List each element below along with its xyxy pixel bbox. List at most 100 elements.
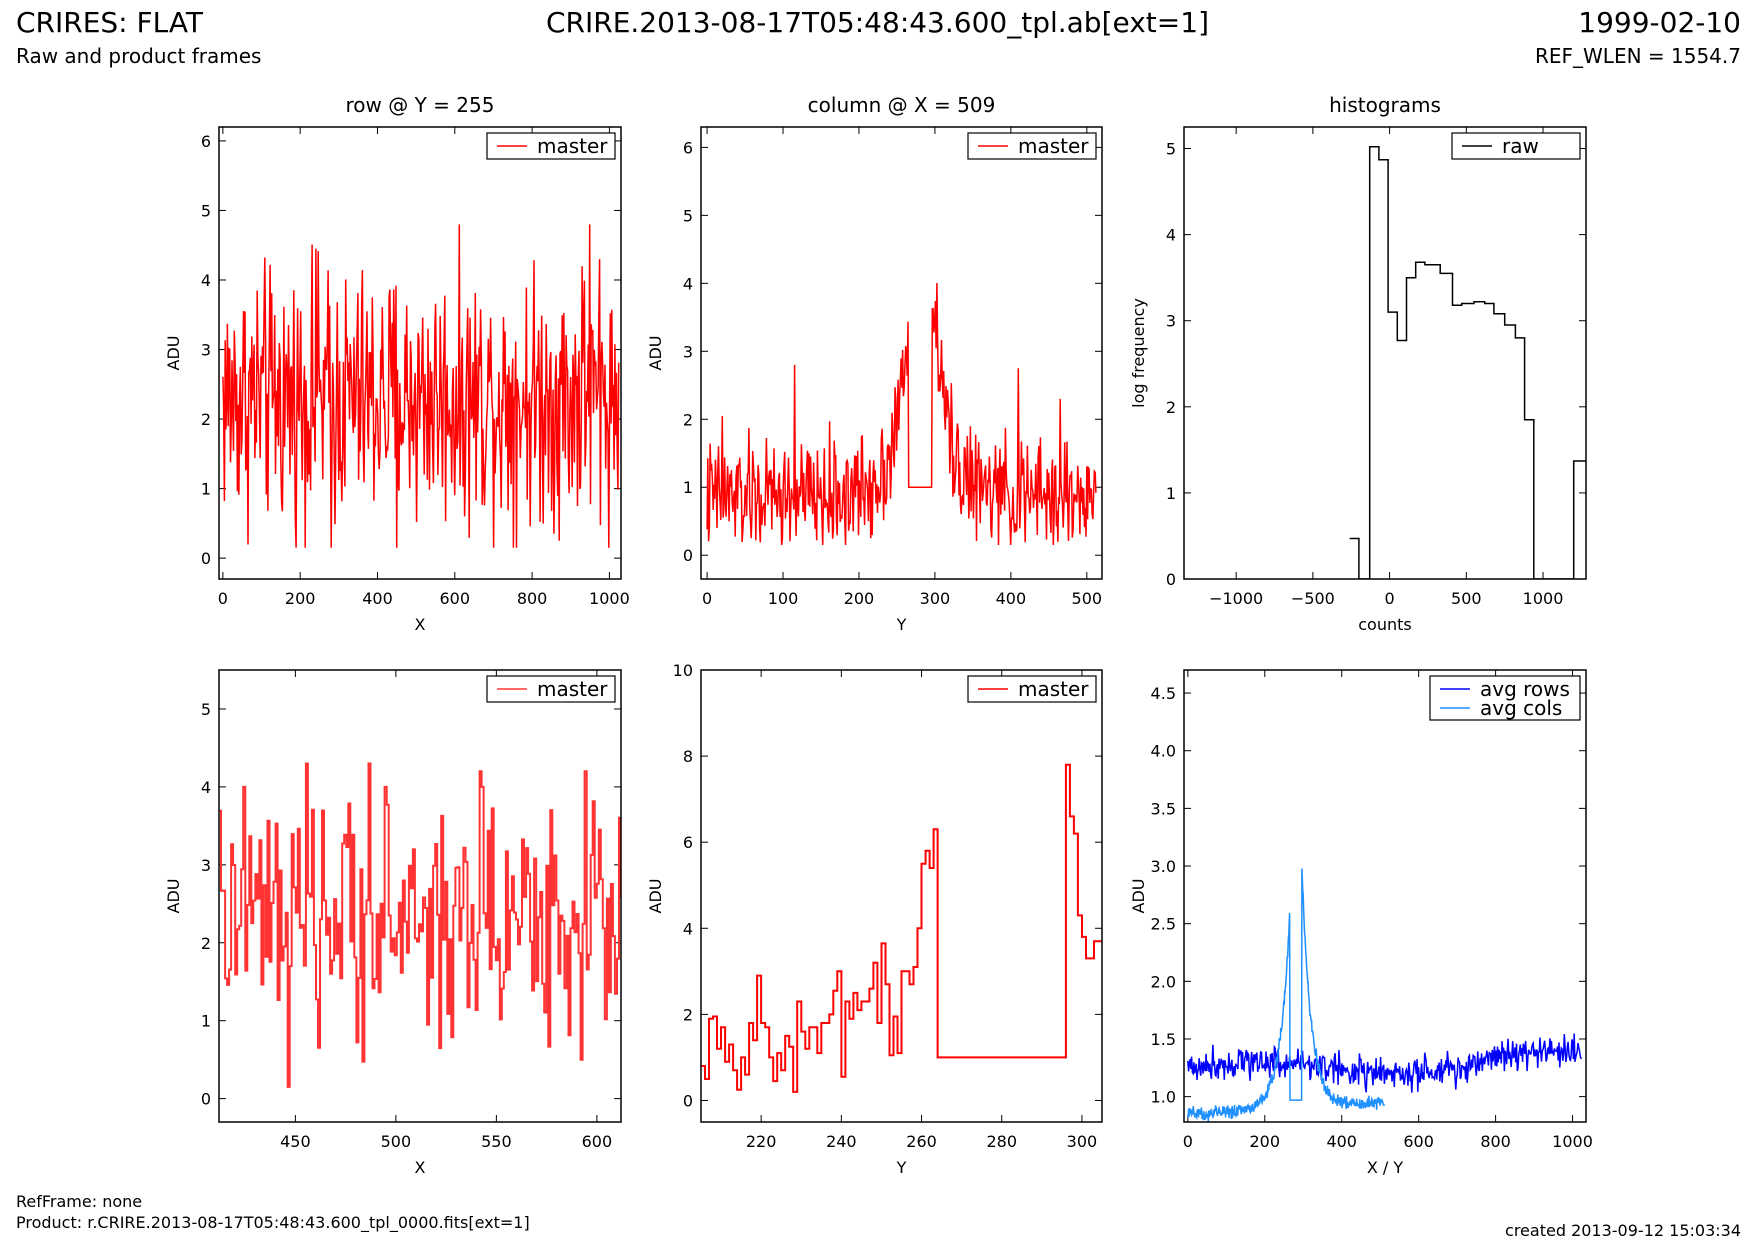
series-line-avg-cols <box>1187 868 1386 1122</box>
y-axis-label: ADU <box>646 336 665 371</box>
x-tick-label: 0 <box>1183 1132 1193 1151</box>
y-tick-label: 1.0 <box>1151 1088 1176 1107</box>
y-tick-label: 1 <box>201 1012 211 1031</box>
y-tick-label: 3 <box>201 341 211 360</box>
x-tick-label: 600 <box>582 1132 613 1151</box>
x-tick-label: 200 <box>844 589 875 608</box>
product-note: Product: r.CRIRE.2013-08-17T05:48:43.600… <box>16 1213 530 1232</box>
series-line-master <box>222 224 620 548</box>
legend-box <box>1429 675 1581 721</box>
y-tick-label: 4 <box>1166 226 1176 245</box>
legend-label: avg cols <box>1480 696 1562 720</box>
y-tick-label: 1.5 <box>1151 1030 1176 1049</box>
chart-panel-1: row @ Y = 255 0 200 400 600 800 1000 0 1 2 3 4 5 6 X AD… <box>164 93 630 634</box>
x-tick-label: 550 <box>481 1132 512 1151</box>
y-tick-label: 5 <box>683 206 693 225</box>
x-tick-label: 300 <box>920 589 951 608</box>
x-tick-label: 300 <box>1067 1132 1098 1151</box>
series-line-avg-rows <box>1187 1033 1582 1093</box>
x-axis-label: counts <box>1358 615 1411 634</box>
y-tick-label: 5 <box>201 700 211 719</box>
x-tick-label: −500 <box>1291 589 1335 608</box>
x-axis-label: X <box>415 615 426 634</box>
x-tick-label: 600 <box>1403 1132 1434 1151</box>
legend-label: raw <box>1502 134 1539 158</box>
chart-title: row @ Y = 255 <box>346 93 495 117</box>
y-tick-label: 2 <box>683 1005 693 1024</box>
x-tick-label: 400 <box>362 589 393 608</box>
y-tick-label: 2.0 <box>1151 972 1176 991</box>
x-tick-label: 260 <box>906 1132 937 1151</box>
y-axis-label: ADU <box>646 879 665 914</box>
x-tick-label: 0 <box>1385 589 1395 608</box>
chart-title: histograms <box>1329 93 1441 117</box>
y-tick-label: 2 <box>1166 398 1176 417</box>
figure-title-right: 1999-02-10 <box>1578 6 1741 39</box>
figure-subtitle-right: REF_WLEN = 1554.7 <box>1534 44 1741 68</box>
y-tick-label: 3.0 <box>1151 857 1176 876</box>
plot-frame <box>218 669 622 1123</box>
y-tick-label: 6 <box>201 132 211 151</box>
y-tick-label: 5 <box>1166 140 1176 159</box>
x-axis-label: X / Y <box>1367 1158 1404 1177</box>
y-tick-label: 2 <box>201 934 211 953</box>
x-tick-label: −1000 <box>1209 589 1263 608</box>
x-tick-label: 400 <box>996 589 1027 608</box>
x-axis-label: X <box>415 1158 426 1177</box>
y-tick-label: 3 <box>201 856 211 875</box>
x-tick-label: 100 <box>768 589 799 608</box>
y-tick-label: 4.0 <box>1151 742 1176 761</box>
y-tick-label: 10 <box>673 661 693 680</box>
figure-title-left: CRIRES: FLAT <box>16 6 203 39</box>
x-tick-label: 280 <box>986 1132 1017 1151</box>
x-tick-label: 0 <box>702 589 712 608</box>
chart-panel-4: 450 500 550 600 0 1 2 3 4 5 X ADU master <box>164 669 622 1177</box>
y-tick-label: 1 <box>201 480 211 499</box>
created-note: created 2013-09-12 15:03:34 <box>1505 1221 1741 1240</box>
x-tick-label: 240 <box>826 1132 857 1151</box>
x-tick-label: 200 <box>1250 1132 1281 1151</box>
y-axis-label: log frequency <box>1129 298 1148 408</box>
x-tick-label: 220 <box>746 1132 777 1151</box>
y-axis-label: ADU <box>1129 879 1148 914</box>
x-tick-label: 500 <box>1451 589 1482 608</box>
figure-subtitle-left: Raw and product frames <box>16 44 262 68</box>
plot-frame <box>700 126 1103 580</box>
y-tick-label: 4 <box>201 778 211 797</box>
y-tick-label: 3.5 <box>1151 799 1176 818</box>
x-tick-label: 600 <box>440 589 471 608</box>
x-tick-label: 1000 <box>1523 589 1564 608</box>
x-axis-label: Y <box>896 1158 907 1177</box>
chart-panel-5: 220 240 260 280 300 0 2 4 6 8 10 Y ADU master <box>646 661 1103 1177</box>
y-axis-label: ADU <box>164 879 183 914</box>
y-tick-label: 2 <box>201 410 211 429</box>
legend-label: avg rows <box>1480 677 1570 701</box>
y-axis-label: ADU <box>164 336 183 371</box>
plot-frame <box>700 669 1103 1123</box>
y-tick-label: 4 <box>683 274 693 293</box>
plot-frame <box>1183 669 1587 1123</box>
y-tick-label: 4 <box>201 271 211 290</box>
x-tick-label: 0 <box>218 589 228 608</box>
refframe-note: RefFrame: none <box>16 1192 143 1211</box>
series-line-master <box>219 762 621 1088</box>
y-tick-label: 2 <box>683 410 693 429</box>
y-tick-label: 4.5 <box>1151 684 1176 703</box>
y-tick-label: 0 <box>683 1091 693 1110</box>
y-tick-label: 6 <box>683 138 693 157</box>
x-tick-label: 450 <box>280 1132 311 1151</box>
legend-label: master <box>537 677 608 701</box>
x-tick-label: 800 <box>517 589 548 608</box>
chart-title: column @ X = 509 <box>808 93 996 117</box>
y-tick-label: 8 <box>683 747 693 766</box>
plot-frame <box>218 126 622 580</box>
x-tick-label: 500 <box>1072 589 1103 608</box>
y-tick-label: 3 <box>1166 312 1176 331</box>
y-tick-label: 2.5 <box>1151 915 1176 934</box>
y-tick-label: 1 <box>683 478 693 497</box>
x-tick-label: 200 <box>285 589 316 608</box>
y-tick-label: 0 <box>1166 570 1176 589</box>
legend-label: master <box>1018 677 1089 701</box>
figure-title-center: CRIRE.2013-08-17T05:48:43.600_tpl.ab[ext… <box>545 6 1209 39</box>
